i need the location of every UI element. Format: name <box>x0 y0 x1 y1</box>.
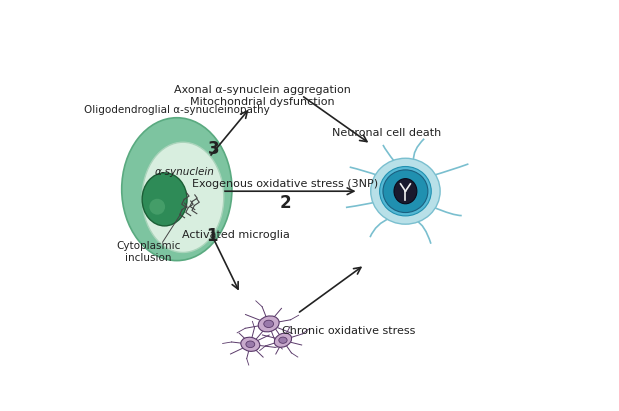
Text: Oligodendroglial α-synucleinopathy: Oligodendroglial α-synucleinopathy <box>84 106 270 115</box>
Text: 3: 3 <box>208 140 219 158</box>
Ellipse shape <box>379 166 431 216</box>
Ellipse shape <box>142 142 224 252</box>
Text: Cytoplasmic
inclusion: Cytoplasmic inclusion <box>116 241 181 263</box>
Ellipse shape <box>371 158 440 224</box>
Text: Exogenous oxidative stress (3NP): Exogenous oxidative stress (3NP) <box>192 179 378 189</box>
Ellipse shape <box>142 173 187 226</box>
Ellipse shape <box>394 179 417 204</box>
Ellipse shape <box>383 170 428 212</box>
Text: Chronic oxidative stress: Chronic oxidative stress <box>282 326 415 336</box>
Text: Axonal α-synuclein aggregation
Mitochondrial dysfunction: Axonal α-synuclein aggregation Mitochond… <box>174 85 351 107</box>
Text: α-synuclein: α-synuclein <box>155 167 215 177</box>
Ellipse shape <box>258 316 279 332</box>
Text: Activated microglia: Activated microglia <box>182 230 290 240</box>
Ellipse shape <box>246 341 254 348</box>
Text: Neuronal cell death: Neuronal cell death <box>332 128 442 138</box>
Ellipse shape <box>264 320 274 328</box>
Ellipse shape <box>274 333 292 347</box>
Ellipse shape <box>122 118 232 261</box>
Text: 1: 1 <box>206 227 217 245</box>
Ellipse shape <box>149 199 165 215</box>
Ellipse shape <box>279 337 287 343</box>
Ellipse shape <box>241 337 260 351</box>
Text: 2: 2 <box>279 194 291 212</box>
